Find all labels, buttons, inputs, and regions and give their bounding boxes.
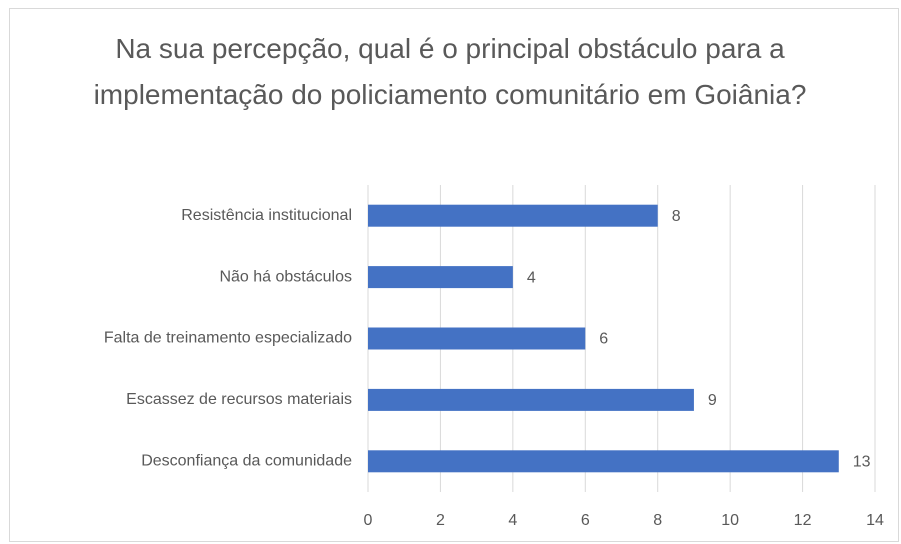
chart-title: Na sua percepção, qual é o principal obs… [93,33,807,110]
x-tick-label: 8 [653,512,662,529]
bar [368,266,513,289]
data-label: 9 [708,392,717,409]
data-label: 8 [672,208,681,225]
x-tick-label: 6 [581,512,590,529]
x-tick-label: 2 [436,512,445,529]
x-tick-label: 14 [866,512,884,529]
data-label: 13 [853,454,871,471]
y-tick-label: Escassez de recursos materiais [126,391,352,408]
x-tick-label: 10 [721,512,739,529]
y-tick-label: Desconfiança da comunidade [141,453,352,470]
x-tick-label: 0 [364,512,373,529]
x-tick-label: 4 [508,512,517,529]
bar [368,204,658,227]
y-tick-label: Não há obstáculos [219,268,352,285]
data-label: 4 [527,269,536,286]
x-tick-label: 12 [794,512,812,529]
bar [368,327,586,350]
y-tick-label: Falta de treinamento especializado [104,330,352,347]
chart-frame [9,8,899,542]
y-tick-label: Resistência institucional [181,207,352,224]
bar [368,388,694,411]
data-label: 6 [599,331,608,348]
bar [368,450,839,473]
